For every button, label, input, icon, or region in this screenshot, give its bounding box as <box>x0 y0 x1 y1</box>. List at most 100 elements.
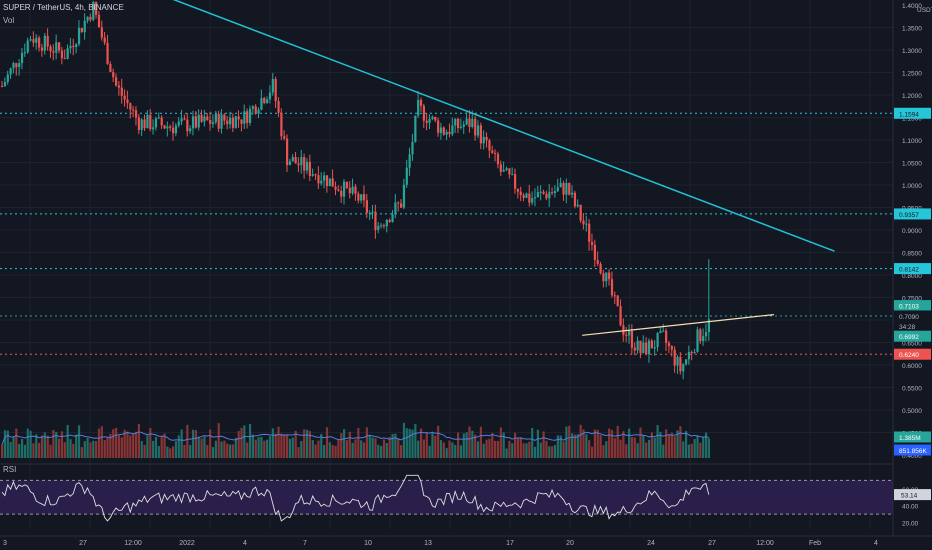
price-badge <box>894 208 931 220</box>
volume-bar <box>622 431 625 458</box>
price-badge <box>894 107 931 119</box>
volume-bar <box>667 435 671 458</box>
volume-bar <box>653 437 656 458</box>
candle-body <box>442 127 445 135</box>
volume-bar <box>525 443 528 458</box>
volume-bar <box>231 444 235 458</box>
volume-bar <box>286 435 289 458</box>
volume-bar <box>494 440 497 458</box>
candle-body <box>166 126 169 129</box>
candle-body <box>100 27 103 38</box>
volume-bar <box>576 434 579 458</box>
volume-bar <box>699 442 702 458</box>
candle-body <box>277 101 280 113</box>
volume-bar <box>348 431 351 458</box>
time-tick: 4 <box>243 540 247 547</box>
candle-body <box>542 191 545 194</box>
volume-bar <box>434 435 437 458</box>
volume-bar <box>553 444 557 458</box>
time-tick: 4 <box>874 540 878 547</box>
volume-bar <box>462 433 465 458</box>
time-tick: 13 <box>424 540 432 547</box>
volume-bar <box>579 424 582 458</box>
candle-body <box>311 174 314 176</box>
candle-body <box>214 113 217 123</box>
price-badge <box>894 300 931 312</box>
trend-lines[interactable] <box>117 0 835 336</box>
volume-bar <box>174 441 178 458</box>
volume-bar <box>115 427 118 458</box>
volume-bar <box>274 433 277 458</box>
candle-body <box>132 109 135 111</box>
volume-bar <box>69 439 72 458</box>
candle-body <box>300 157 303 166</box>
candle-body <box>573 192 577 207</box>
candle-body <box>622 325 625 335</box>
time-tick: 17 <box>506 540 514 547</box>
volume-bar <box>536 429 539 458</box>
candle-body <box>667 343 671 347</box>
candle-body <box>479 125 482 144</box>
volume-bar <box>382 439 386 458</box>
candle-body <box>565 182 568 195</box>
candle-body <box>571 192 574 195</box>
candle-body <box>699 329 702 342</box>
volume-bar <box>97 428 101 458</box>
price-tick: 1.3000 <box>902 48 922 55</box>
volume-bar <box>132 433 135 458</box>
candle-body <box>157 117 160 119</box>
volume-bar <box>120 437 123 458</box>
candle-body <box>257 109 260 114</box>
volume-ma <box>1 431 709 445</box>
price-axis[interactable]: USDT1.4000 1.3500 1.3000 1.2500 1.2000 1.1500… <box>892 0 932 550</box>
candle-body <box>129 103 132 110</box>
candle-body <box>491 150 494 153</box>
rsi-band <box>0 480 893 515</box>
volume-bar <box>405 428 408 458</box>
candle-body <box>588 223 591 242</box>
volume-bar <box>157 446 160 458</box>
volume-bar <box>46 435 49 458</box>
volume-bar <box>191 429 195 458</box>
volume-bar <box>9 441 12 458</box>
candle-body <box>337 189 340 191</box>
symbol-title[interactable]: SUPER / TetherUS, 4h, BINANCE <box>3 3 124 12</box>
volume-bar <box>437 425 440 458</box>
candle-body <box>117 85 121 88</box>
candle-body <box>613 295 616 297</box>
candle-body <box>696 329 699 352</box>
candle-body <box>630 330 634 348</box>
time-axis[interactable]: 3 27 12:00 2022 4 7 10 13 17 20 24 27 12:00 Feb 4 <box>0 535 932 547</box>
volume-bar <box>354 439 357 458</box>
volume-bar <box>656 425 659 458</box>
volume-bar <box>650 432 653 458</box>
candle-body <box>80 27 83 33</box>
volume-bar <box>29 430 32 458</box>
candle-body <box>525 193 528 198</box>
candle-body <box>283 136 286 139</box>
candle-body <box>676 356 679 366</box>
price-tick: 1.3500 <box>902 26 922 33</box>
candle-body <box>268 92 272 100</box>
candle-body <box>388 219 391 222</box>
volume-bar <box>394 433 397 458</box>
candle-body <box>551 192 554 194</box>
volume-bar <box>508 440 511 458</box>
volume-bar <box>214 440 217 458</box>
candle-body <box>3 82 7 87</box>
candle-body <box>340 190 343 197</box>
volume-bar <box>502 432 505 458</box>
volume-bar <box>590 446 594 458</box>
volume-bar <box>551 446 554 458</box>
price-tick: 0.8500 <box>902 251 922 258</box>
candle-body <box>596 260 599 264</box>
candle-body <box>6 74 9 83</box>
volume-bar <box>72 443 75 458</box>
price-tick: 0.7500 <box>902 296 922 303</box>
volume-bar <box>633 437 636 458</box>
volume-bar <box>605 441 608 458</box>
volume-bar <box>334 445 337 458</box>
candle-body <box>209 120 212 124</box>
candle-body <box>345 181 349 188</box>
